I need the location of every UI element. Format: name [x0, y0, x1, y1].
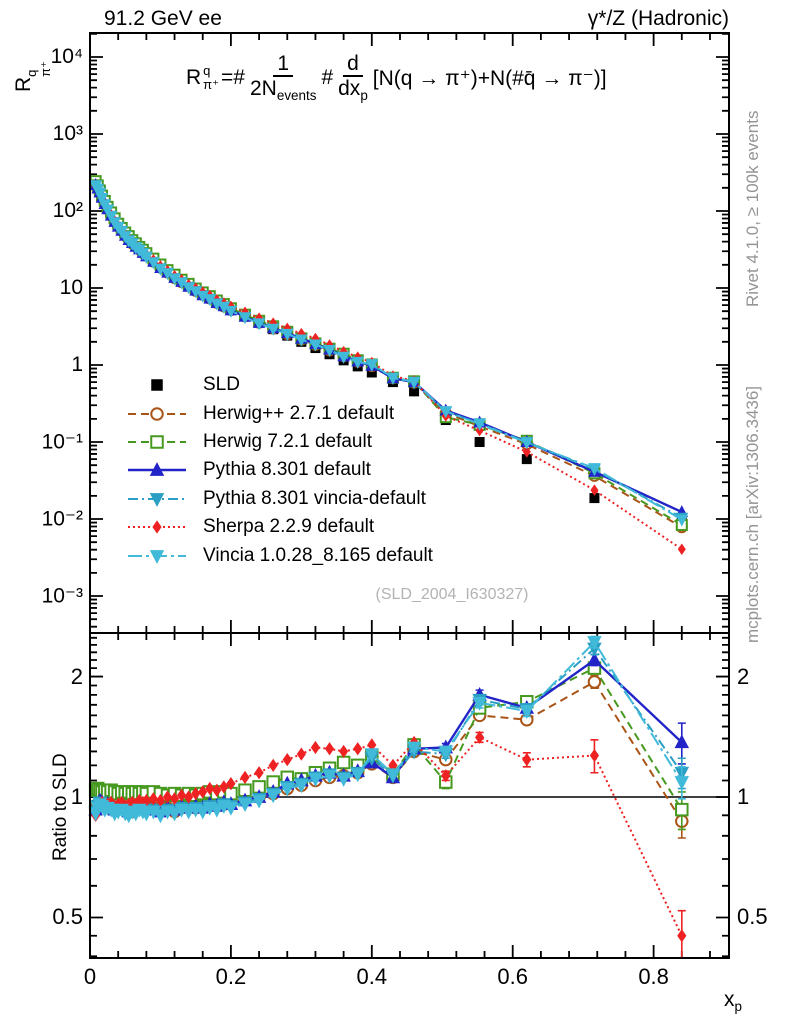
formula-lhs-sup: q: [203, 63, 211, 79]
ratio-y-tick-label-right-0: 2: [737, 663, 750, 689]
x-tick-label-1: 0.2: [215, 964, 247, 989]
formula-hash: #: [321, 66, 334, 90]
legend-label-herwig7: Herwig 7.2.1 default: [203, 430, 372, 452]
legend-item-sherpa: Sherpa 2.2.9 default: [126, 513, 433, 541]
formula-frac2-den-sub: p: [360, 88, 368, 104]
side-note-rivet: Rivet 4.1.0, ≥ 100k events: [743, 110, 762, 307]
formula-lhs-supsub: q π⁺: [203, 64, 219, 91]
ratio-frame: [89, 632, 730, 959]
series-vincia-main: [89, 180, 689, 527]
x-axis-title: xp: [724, 988, 742, 1014]
axis-ticks: [90, 32, 729, 958]
formula-frac2: d dxp: [336, 52, 370, 104]
legend-marker-pythia: [128, 462, 186, 477]
legend-label-sherpa: Sherpa 2.2.9 default: [203, 516, 375, 538]
x-tick-label-0: 0: [83, 964, 97, 989]
side-note-mcplots: mcplots.cern.ch [arXiv:1306.3436]: [743, 385, 762, 643]
formula-lhs: R: [186, 66, 202, 90]
legend-marker-herwig7: [128, 435, 186, 449]
legend-item-pythia: Pythia 8.301 default: [126, 456, 433, 484]
formula-frac1: 1 2Nevents: [248, 52, 318, 104]
x-tick-label-3: 0.6: [497, 964, 528, 989]
legend-label-pythia-vincia: Pythia 8.301 vincia-default: [203, 487, 426, 509]
main-y-tick-label-1: 10³: [52, 122, 83, 145]
series-sherpa-ratio: [91, 730, 687, 958]
legend-marker-pythia-vincia: [128, 492, 186, 507]
header-left-title: 91.2 GeV ee: [104, 7, 222, 30]
legend-label-sld: SLD: [203, 374, 240, 396]
formula-frac2-num: d: [343, 52, 363, 78]
formula-frac1-den-sub: events: [276, 88, 317, 104]
series-vincia-ratio: [88, 635, 690, 824]
legend-marker-sld: [151, 379, 163, 391]
formula-frac2-den-base: dx: [338, 77, 361, 101]
legend-label-pythia: Pythia 8.301 default: [203, 459, 371, 481]
legend-marker-sherpa: [128, 520, 186, 534]
main-y-title-sup: q: [23, 69, 39, 77]
formula-frac1-den: 2Nevents: [248, 77, 318, 104]
main-y-title-base: R: [12, 76, 35, 92]
formula-frac1-den-base: 2N: [249, 77, 277, 101]
legend-label-vincia: Vincia 1.0.28_8.165 default: [203, 544, 433, 566]
main-y-tick-label-5: 10⁻¹: [41, 430, 83, 454]
ratio-y-tick-label-right-2: 0.5: [737, 904, 768, 930]
ratio-y-tick-label-2: 0.5: [52, 904, 83, 930]
ratio-y-tick-label-right-1: 1: [737, 784, 750, 810]
legend-marker-vincia: [128, 549, 186, 564]
x-tick-label-2: 0.4: [356, 964, 388, 989]
legend-item-herwig7: Herwig 7.2.1 default: [126, 428, 433, 456]
x-tick-label-4: 0.8: [638, 964, 669, 989]
x-title-sub: p: [734, 999, 742, 1015]
main-y-tick-label-3: 10: [59, 276, 83, 299]
main-y-tick-label-7: 10⁻³: [41, 584, 83, 608]
formula-lhs-sub: π⁺: [203, 77, 220, 93]
formula-frac1-num: 1: [273, 52, 294, 78]
ratio-y-axis-title: Ratio to SLD: [50, 753, 71, 861]
main-y-title-supsub: q π⁺: [23, 61, 53, 77]
ratio-y-tick-label-0: 2: [70, 663, 83, 689]
formula-eq: =#: [221, 66, 245, 90]
formula-frac2-den: dxp: [336, 77, 370, 104]
header-right-title: γ*/Z (Hadronic): [587, 7, 729, 30]
main-y-tick-label-0: 10⁴: [50, 45, 83, 68]
x-title-base: x: [724, 988, 735, 1011]
legend-item-herwigpp: Herwig++ 2.7.1 default: [126, 399, 433, 427]
legend-item-sld: SLD: [126, 371, 433, 399]
main-y-tick-label-2: 10²: [52, 199, 83, 222]
legend: SLD Herwig++ 2.7.1 default Herwig 7.2.1 de…: [126, 371, 433, 570]
legend-item-pythia-vincia: Pythia 8.301 vincia-default: [126, 485, 433, 513]
main-y-tick-label-6: 10⁻²: [41, 507, 83, 531]
watermark: (SLD_2004_I630327): [375, 586, 529, 603]
legend-marker-herwigpp: [128, 406, 186, 421]
formula-tail: [N(q → π⁺)+N(#q̄ → π⁻)]: [372, 66, 607, 90]
main-y-tick-label-4: 1: [71, 353, 83, 377]
ratio-y-tick-label-1: 1: [70, 784, 83, 810]
legend-item-vincia: Vincia 1.0.28_8.165 default: [126, 541, 433, 569]
legend-label-herwigpp: Herwig++ 2.7.1 default: [203, 402, 395, 424]
